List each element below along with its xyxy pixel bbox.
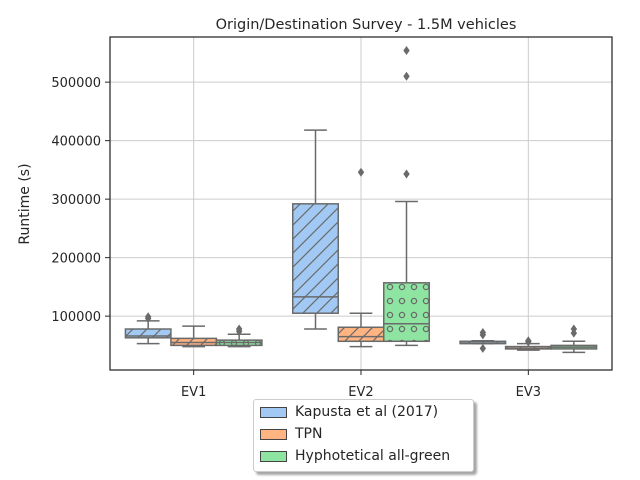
outlier-point	[403, 71, 410, 81]
box-hatch	[383, 282, 430, 343]
chart-legend: Kapusta et al (2017) TPN Hyphotetical al…	[253, 399, 474, 472]
outlier-point	[357, 167, 365, 177]
y-tick-label: 200000	[51, 252, 101, 267]
outlier-point	[525, 337, 532, 347]
y-tick-label: 400000	[51, 135, 101, 150]
grid-lines	[110, 37, 612, 370]
outlier-point	[235, 326, 243, 336]
box-hatch	[124, 328, 172, 339]
legend-label-kapusta: Kapusta et al (2017)	[295, 404, 439, 420]
outlier-point	[403, 46, 410, 56]
x-tick-label: EV2	[348, 385, 373, 400]
series-0	[124, 129, 507, 353]
y-axis-label: Runtime (s)	[17, 163, 33, 244]
legend-label-all-green: Hyphotetical all-green	[295, 448, 451, 464]
legend-item-tpn: TPN	[260, 425, 322, 443]
outlier-point	[144, 313, 152, 323]
legend-swatch-kapusta	[260, 406, 287, 418]
box-plot-series	[124, 46, 598, 354]
y-tick-label: 500000	[51, 76, 101, 91]
x-tick-label: EV1	[181, 385, 206, 400]
box-hatch	[337, 326, 385, 343]
outlier-point	[570, 328, 578, 338]
legend-swatch-all-green	[260, 450, 287, 462]
axis-ticks: 100000 200000 300000 400000 500000 EV1 EV2 EV3	[51, 76, 541, 400]
legend-label-tpn: TPN	[295, 426, 323, 442]
series-2	[215, 46, 598, 354]
x-tick-label: EV3	[516, 385, 541, 400]
box-hatch	[292, 203, 339, 314]
outlier-point	[479, 343, 487, 353]
legend-item-all-green: Hyphotetical all-green	[260, 447, 450, 465]
outlier-point	[479, 330, 487, 340]
y-tick-label: 300000	[51, 193, 101, 208]
y-tick-label: 100000	[51, 310, 101, 325]
chart-title: Origin/Destination Survey - 1.5M vehicle…	[216, 17, 517, 33]
legend-swatch-tpn	[260, 428, 287, 440]
outlier-point	[403, 169, 410, 179]
legend-item-kapusta: Kapusta et al (2017)	[260, 403, 438, 421]
